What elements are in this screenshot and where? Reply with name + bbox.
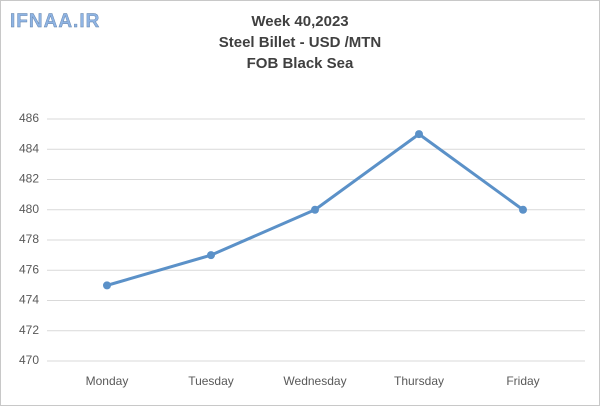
data-point: [519, 205, 527, 214]
x-tick-label: Thursday: [394, 374, 444, 388]
data-point: [311, 205, 319, 214]
y-tick-label: 482: [19, 172, 39, 186]
data-point: [415, 130, 423, 139]
x-tick-label: Friday: [506, 374, 539, 388]
x-tick-label: Wednesday: [283, 374, 346, 388]
y-tick-label: 470: [19, 353, 39, 367]
x-tick-label: Monday: [86, 374, 129, 388]
chart-title: Steel Billet - USD /MTN: [219, 34, 382, 51]
y-tick-label: 484: [19, 141, 39, 155]
data-point: [103, 281, 111, 290]
data-point: [207, 251, 215, 260]
x-tick-label: Tuesday: [188, 374, 234, 388]
chart-title: FOB Black Sea: [247, 55, 354, 72]
chart-title: Week 40,2023: [251, 13, 348, 30]
y-tick-label: 474: [19, 293, 39, 307]
y-tick-label: 486: [19, 111, 39, 125]
y-tick-label: 478: [19, 232, 39, 246]
y-tick-label: 476: [19, 262, 39, 276]
watermark: IFNAA.IR: [10, 11, 100, 32]
y-tick-label: 472: [19, 323, 39, 337]
y-tick-label: 480: [19, 202, 39, 216]
